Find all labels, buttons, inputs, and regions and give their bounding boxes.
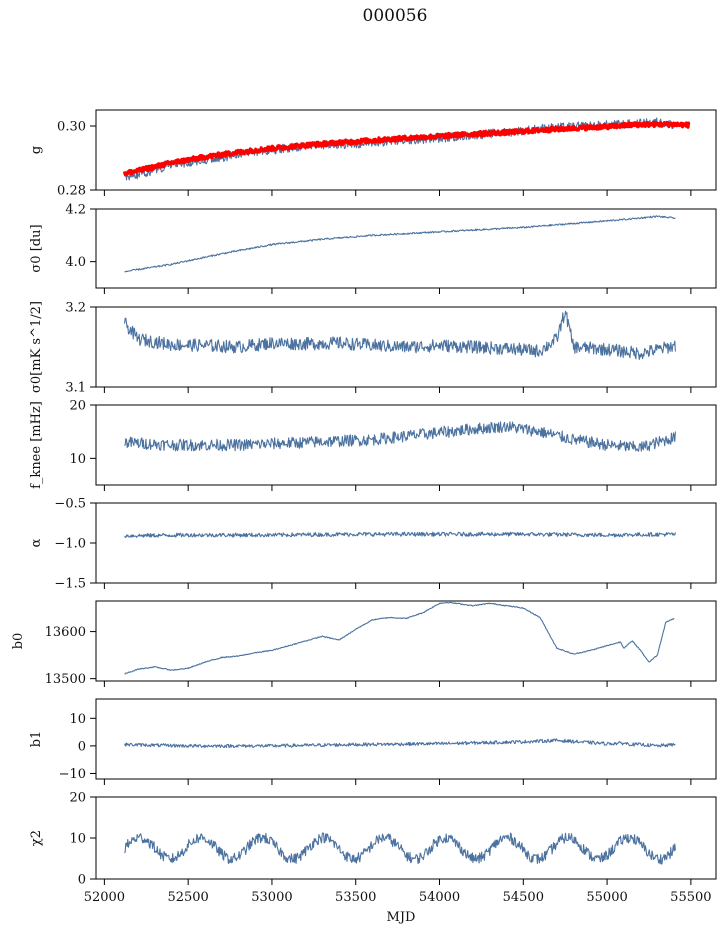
x-tick-label: 54000: [419, 890, 460, 905]
data-series-line: [124, 421, 676, 452]
y-tick-label: 3.1: [65, 381, 86, 396]
y-tick-label: −10: [59, 767, 86, 782]
y-tick-label: 10: [69, 452, 86, 467]
y-axis-label: g: [29, 146, 44, 154]
y-axis-label: b1: [29, 731, 44, 748]
y-axis-label: χ2: [29, 830, 44, 846]
y-tick-label: −1.0: [54, 537, 86, 552]
x-axis-label: MJD: [387, 910, 416, 925]
data-series-line: [123, 310, 676, 360]
model-series-line: [122, 120, 691, 177]
y-tick-label: 3.2: [65, 301, 86, 316]
data-series-line: [123, 738, 676, 749]
y-tick-label: 0: [78, 739, 86, 754]
y-tick-label: 0: [78, 873, 86, 888]
x-tick-label: 55000: [586, 890, 627, 905]
y-tick-label: 4.0: [65, 255, 86, 270]
y-axis-label: σ0 [du]: [29, 224, 44, 272]
y-axis-label: α: [29, 538, 44, 547]
y-tick-label: 0.30: [57, 120, 86, 135]
data-series-line: [124, 531, 676, 539]
y-tick-label: −1.5: [54, 577, 86, 592]
data-series-line: [124, 832, 676, 865]
y-tick-label: 10: [69, 712, 86, 727]
x-tick-label: 53000: [251, 890, 292, 905]
x-tick-label: 55500: [670, 890, 711, 905]
y-tick-label: 13600: [45, 625, 86, 640]
panel-frame: [95, 600, 717, 682]
y-tick-label: −0.5: [54, 497, 86, 512]
panel-frame: [95, 306, 717, 388]
panel-frame: [95, 109, 717, 191]
panel-frame: [95, 404, 717, 486]
y-axis-label: σ0[mK s^1/2]: [29, 301, 44, 393]
panel-frame: [95, 502, 717, 584]
data-series-line: [124, 601, 675, 675]
y-tick-label: 20: [69, 399, 86, 414]
panel-frame: [95, 698, 717, 780]
y-tick-label: 20: [69, 791, 86, 806]
x-tick-label: 52500: [167, 890, 208, 905]
y-tick-label: 13500: [45, 672, 86, 687]
x-tick-label: 52000: [84, 890, 125, 905]
y-tick-label: 10: [69, 832, 86, 847]
y-tick-label: 0.28: [57, 184, 86, 199]
x-tick-label: 54500: [503, 890, 544, 905]
data-series-line: [124, 215, 676, 273]
y-tick-label: 4.2: [65, 203, 86, 218]
y-axis-label: f_knee [mHz]: [29, 401, 44, 489]
figure-title: 000056: [362, 6, 428, 26]
x-tick-label: 53500: [335, 890, 376, 905]
y-axis-label: b0: [11, 633, 26, 650]
panel-frame: [95, 208, 717, 289]
